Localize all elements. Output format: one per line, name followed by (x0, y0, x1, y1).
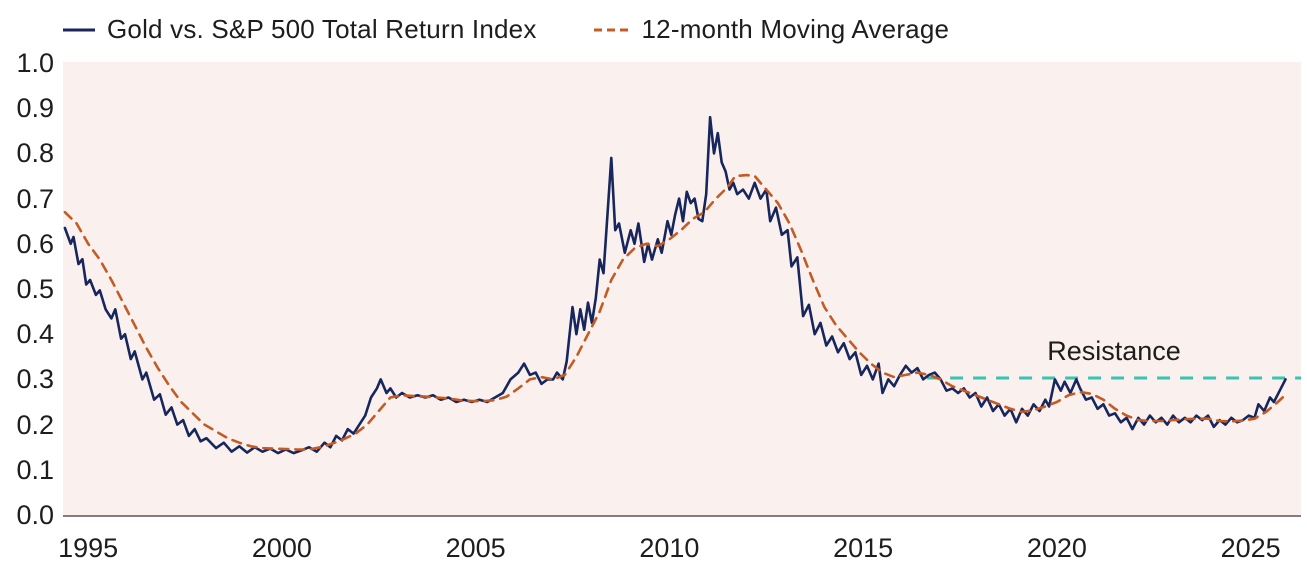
legend-label-gold-spx: Gold vs. S&P 500 Total Return Index (107, 14, 537, 44)
legend-item-moving-average: 12-month Moving Average (593, 14, 950, 45)
y-tick-label: 0.1 (16, 454, 54, 485)
y-tick-label: 0.6 (16, 228, 54, 259)
y-tick-label: 0.8 (16, 138, 54, 169)
x-tick-label: 2005 (445, 533, 506, 563)
resistance-annotation-label: Resistance (1047, 336, 1181, 367)
dashed-line-swatch-icon (593, 28, 630, 31)
y-tick-label: 0.9 (16, 93, 54, 124)
legend: Gold vs. S&P 500 Total Return Index 12-m… (62, 14, 949, 45)
x-tick-label: 2010 (639, 533, 700, 563)
y-tick-label: 0.2 (16, 409, 54, 440)
series-line-gold-spx (63, 115, 1287, 455)
y-tick-label: 0.7 (16, 183, 54, 214)
x-tick-label: 2025 (1220, 533, 1281, 563)
y-tick-label: 0.0 (16, 500, 54, 530)
y-tick-label: 0.4 (16, 319, 54, 350)
plot-area (63, 62, 1301, 515)
x-tick-label: 2000 (251, 533, 312, 563)
solid-line-swatch-icon (63, 28, 95, 31)
y-tick-label: 0.3 (16, 364, 54, 395)
x-tick-label: 2015 (833, 533, 894, 563)
legend-label-moving-average: 12-month Moving Average (641, 14, 950, 44)
y-tick-label: 0.5 (16, 274, 54, 304)
x-tick-label: 1995 (58, 533, 119, 563)
series-line-moving-average (63, 173, 1289, 451)
y-tick-label: 1.0 (16, 48, 54, 78)
legend-item-gold-spx: Gold vs. S&P 500 Total Return Index (62, 14, 537, 45)
x-tick-label: 2020 (1026, 533, 1087, 563)
